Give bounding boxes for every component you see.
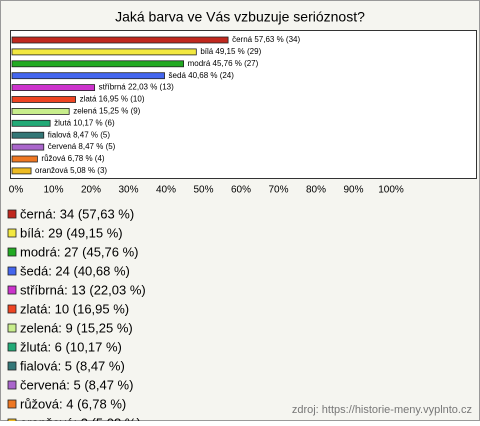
value-label: stříbrná 22,03 % (13) xyxy=(99,83,174,92)
x-tick-label: 70% xyxy=(268,185,288,196)
value-label: zlatá 16,95 % (10) xyxy=(80,95,145,104)
value-label: fialová 8,47 % (5) xyxy=(48,130,111,139)
bar xyxy=(11,167,32,175)
value-label: žlutá 10,17 % (6) xyxy=(54,118,115,127)
legend-swatch xyxy=(7,304,17,314)
value-label: modrá 45,76 % (27) xyxy=(188,59,259,68)
legend-label: zlatá: 10 (16,95 %) xyxy=(20,301,129,316)
x-tick-label: 80% xyxy=(306,185,326,196)
legend-label: růžová: 4 (6,78 %) xyxy=(20,396,126,411)
legend-label: bílá: 29 (49,15 %) xyxy=(20,225,123,240)
legend-swatch xyxy=(7,285,17,295)
x-tick-label: 10% xyxy=(43,185,63,196)
legend-swatch xyxy=(7,380,17,390)
legend-swatch xyxy=(7,399,17,409)
bar xyxy=(11,60,185,68)
legend-label: žlutá: 6 (10,17 %) xyxy=(20,339,122,354)
bar xyxy=(11,131,45,139)
chart-title: Jaká barva ve Vás vzbuzuje serióznost? xyxy=(115,9,365,25)
value-label: černá 57,63 % (34) xyxy=(232,35,300,44)
value-label: červená 8,47 % (5) xyxy=(48,142,116,151)
legend-label: červená: 5 (8,47 %) xyxy=(20,377,133,392)
bar xyxy=(11,143,45,151)
x-tick-label: 90% xyxy=(343,185,363,196)
bar xyxy=(11,96,76,103)
bar xyxy=(11,84,96,91)
x-tick-label: 60% xyxy=(231,185,251,196)
bar xyxy=(11,108,70,115)
legend-label: stříbrná: 13 (22,03 %) xyxy=(20,282,146,297)
value-label: oranžová 5,08 % (3) xyxy=(35,166,107,175)
legend-label: oranžová: 3 (5,08 %) xyxy=(20,415,141,421)
value-label: bílá 49,15 % (29) xyxy=(200,47,261,56)
legend-label: modrá: 27 (45,76 %) xyxy=(20,244,139,259)
value-label: zelená 15,25 % (9) xyxy=(73,107,140,116)
legend-label: zelená: 9 (15,25 %) xyxy=(20,320,133,335)
bar xyxy=(11,155,38,163)
legend-label: fialová: 5 (8,47 %) xyxy=(20,358,125,373)
value-label: šedá 40,68 % (24) xyxy=(169,71,235,80)
x-tick-label: 20% xyxy=(81,185,101,196)
value-label: růžová 6,78 % (4) xyxy=(41,154,104,163)
source: zdroj: https://historie-meny.vyplnto.cz xyxy=(292,404,472,416)
legend-swatch xyxy=(7,323,17,333)
legend-swatch xyxy=(7,247,17,257)
bar xyxy=(11,36,229,44)
legend-swatch xyxy=(7,266,17,276)
x-tick-label: 30% xyxy=(118,185,138,196)
legend-swatch xyxy=(7,209,17,219)
x-tick-label: 50% xyxy=(193,185,213,196)
legend-swatch xyxy=(7,342,17,352)
legend-label: šedá: 24 (40,68 %) xyxy=(20,263,130,278)
bar xyxy=(11,72,165,80)
bar xyxy=(11,48,197,56)
x-tick-label: 100% xyxy=(378,185,404,196)
x-tick-label: 40% xyxy=(156,185,176,196)
legend-swatch xyxy=(7,228,17,238)
legend-label: černá: 34 (57,63 %) xyxy=(20,206,134,221)
x-tick-label: 0% xyxy=(9,185,24,196)
legend-swatch xyxy=(7,361,17,371)
bar xyxy=(11,119,51,127)
